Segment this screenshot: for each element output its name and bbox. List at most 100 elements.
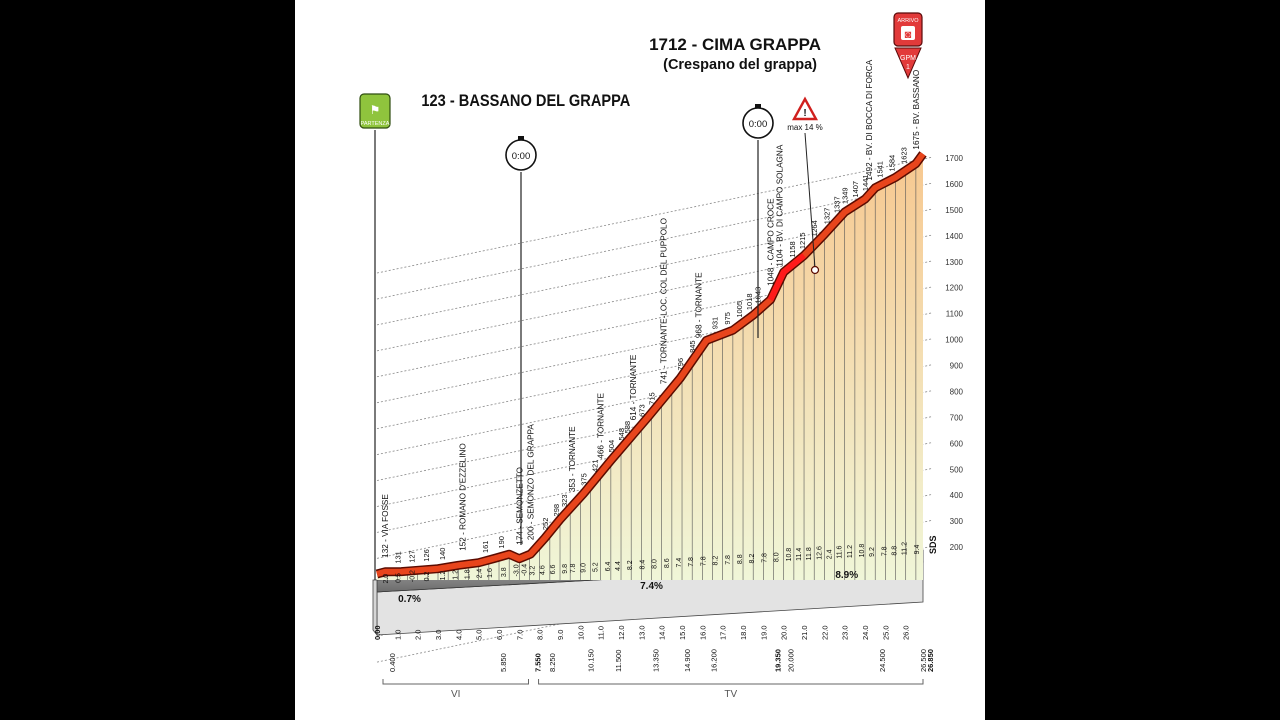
place-label: 200 - SEMONZO DEL GRAPPA [527,424,536,541]
average-gradient-label: 7.4% [640,581,663,592]
km-label: 24.500 [878,649,887,672]
altitude-label: 715 [648,392,657,405]
segment-gradient-label: 11.8 [806,547,813,560]
km-label: 7.0 [515,630,524,640]
altimetry-chart: 200 300 400 500 600 700 800 900 1000 1100 1200 1300… [359,12,964,700]
province-bracket [538,679,924,685]
gpm-label: GPM [900,55,916,62]
y-tick-label: 200 [950,543,964,552]
finish-badge-label: ARRIVO [897,18,919,24]
warning-label: max 14 % [787,123,823,132]
place-label: 741 - TORNANTE-LOC. COL DEL PUPPOLO [660,218,669,384]
y-tick-label: 1100 [946,310,964,319]
km-label: 1.0 [393,630,402,640]
km-label: 8.0 [536,630,545,640]
profile-max-gradient-section [767,253,806,302]
altitude-label: 161 [481,541,490,554]
altitude-label: 140 [438,548,447,561]
km-label: 16.200 [709,649,718,672]
start-badge-label: PARTENZA [361,121,390,127]
y-axis-ticks: 200 300 400 500 600 700 800 900 1000 1100 1200 1300… [945,154,963,552]
average-gradient-label: 0.7% [398,594,421,605]
altitude-label: 588 [623,421,632,434]
timecheck-2: 0:00 [742,104,774,338]
place-label: 466 - TORNANTE [597,393,606,459]
km-label: 10.150 [586,649,595,672]
segment-gradient-label: 4.6 [540,565,547,575]
y-tick-label: 800 [950,387,964,396]
segment-gradient-label: 1.6 [487,568,494,578]
y-tick-label: 900 [950,362,964,371]
segment-gradient-label: 9.8 [562,564,569,574]
partenza-badge [359,93,391,129]
segment-gradient-label: 0.2 [424,571,431,581]
segment-gradient-labels: 2.0 0.5 -0.2 0.2 1.2 1.2 1.8 2.4 1.6 3.8 -3.0 -0.4 3… [383,542,921,584]
flag-icon: ⚑ [370,103,381,117]
km-label: 11.500 [614,650,623,672]
km-label: 24.0 [861,625,870,640]
altitude-label: 127 [408,550,417,563]
place-label: 353 - TORNANTE [568,426,577,492]
place-labels: 132 - VIA FOSSE 152 - ROMANO D'EZZELINO 17… [381,59,921,558]
segment-gradient-label: 7.8 [725,555,732,565]
altitude-label: 1441 [861,174,870,191]
y-tick-label: 1400 [945,232,963,241]
altitude-label: 845 [688,340,697,353]
y-tick-label: 1000 [945,336,963,345]
km-label: 16.0 [698,625,707,640]
km-label: 9.0 [556,630,565,640]
segment-gradient-label: 1.2 [440,571,447,581]
segment-gradient-label: -3.0 [513,564,520,576]
segment-gradient-label: 10.8 [786,548,793,562]
segment-gradient-label: 8.8 [892,546,899,556]
grid-line [376,182,934,300]
segment-gradient-label: -0.2 [410,570,417,582]
place-label: 614 - TORNANTE [629,354,638,420]
start-marker: ⚑ PARTENZA 123 - BASSANO DEL GRAPPA [359,92,631,580]
altitude-label: 975 [723,312,732,325]
timecheck-1: 0:00 [505,136,537,545]
segment-gradient-label: 9.4 [914,545,921,555]
segment-gradient-label: 8.8 [737,554,744,564]
svg-text:!: ! [803,108,806,119]
altitude-label: 323 [560,494,569,507]
segment-gradient-label: 9.2 [869,547,876,557]
segment-gradient-label: 11.2 [847,545,854,558]
segment-gradient-label: 7.8 [761,553,768,563]
km-label: 26.500 [919,649,928,672]
altitude-label: 548 [617,428,626,441]
segment-gradient-label: 7.8 [881,546,888,556]
gpm-category: 1 [906,64,910,71]
y-tick-label: 500 [950,465,964,474]
altitude-label: 673 [637,404,646,417]
place-label: 132 - VIA FOSSE [381,494,390,558]
segment-gradient-label: 8.0 [652,559,659,569]
km-label: 19.0 [759,625,768,640]
segment-gradient-label: 7.4 [676,558,683,568]
altitude-label: 1264 [810,220,819,237]
km-label: 8.250 [548,653,557,672]
km-label: 14.0 [658,625,667,640]
km-label: 17.0 [719,625,728,640]
altitude-label: 298 [552,504,561,517]
km-label: 26.0 [902,625,911,640]
warning-triangle-icon [791,96,819,121]
segment-gradient-label: 4.4 [615,561,622,571]
place-label: 968 - TORNANTE [694,272,703,338]
segment-gradient-label: 2.4 [477,569,484,579]
place-label: 1048 - CAMPO CROCE [766,198,775,286]
y-tick-label: 700 [950,413,964,422]
finish-title: 1712 - CIMA GRAPPA [649,35,821,54]
max-gradient-warning: ! max 14 % [787,96,823,275]
y-tick-label: 1600 [945,180,963,189]
profile-vertical-lines [386,166,917,580]
altitude-label: 1158 [788,241,797,257]
segment-gradient-label: 8.2 [749,554,756,564]
km-labels: 0.00 0.400 1.0 2.0 3.0 4.0 5.0 5.850 6.0 7.0 7.550… [373,625,935,672]
average-gradient-label: 8.9% [835,570,858,581]
scale-label: SDS [928,535,938,554]
grid-line [376,156,934,274]
segment-gradient-label: 12.6 [816,546,823,560]
km-label: 10.0 [576,625,585,640]
